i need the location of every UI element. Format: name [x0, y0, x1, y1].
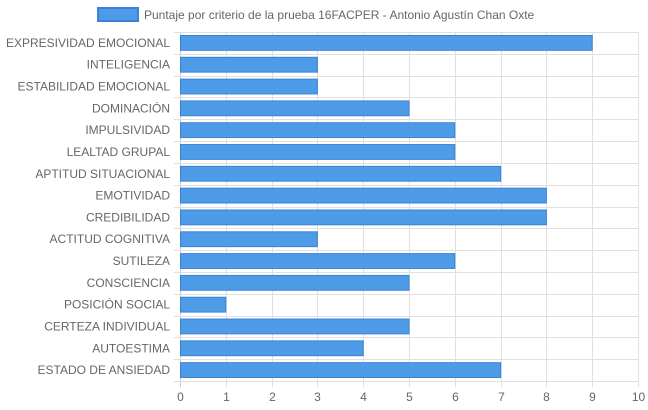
bar [180, 274, 410, 291]
bar [180, 296, 227, 313]
x-tick-label: 9 [589, 390, 596, 404]
bar [180, 187, 547, 204]
category-label: LEALTAD GRUPAL [67, 145, 171, 159]
category-label: ACTITUD COGNITIVA [50, 232, 170, 246]
bar [180, 144, 456, 160]
category-label: ESTADO DE ANSIEDAD [38, 363, 171, 377]
x-tick-label: 8 [543, 390, 550, 404]
category-labels: EXPRESIVIDAD EMOCIONAL INTELIGENCIA ESTABI… [6, 36, 170, 377]
category-label: INTELIGENCIA [87, 58, 170, 72]
category-label: EMOTIVIDAD [95, 189, 170, 203]
bar [180, 100, 410, 117]
x-tick-label: 2 [269, 390, 276, 404]
x-tick-label: 10 [632, 390, 646, 404]
grid [174, 32, 639, 387]
bar [180, 340, 364, 357]
category-label: EXPRESIVIDAD EMOCIONAL [6, 36, 170, 50]
category-label: CREDIBILIDAD [86, 210, 170, 224]
bar [180, 231, 318, 248]
category-label: POSICIÓN SOCIAL [64, 297, 170, 312]
category-label: DOMINACIÓN [92, 100, 170, 115]
x-tick-label: 1 [223, 390, 230, 404]
legend-label: Puntaje por criterio de la prueba 16FACP… [144, 8, 535, 22]
category-label: CONSCIENCIA [87, 276, 170, 290]
x-tick-label: 7 [498, 390, 505, 404]
bar [180, 34, 593, 51]
category-label: CERTEZA INDIVIDUAL [44, 319, 170, 333]
bar [180, 318, 410, 335]
category-label: ESTABILIDAD EMOCIONAL [18, 80, 171, 94]
bar [180, 78, 318, 95]
x-tick-label: 3 [314, 390, 321, 404]
category-label: SUTILEZA [113, 254, 170, 268]
x-axis-ticks: 0 1 2 3 4 5 6 7 8 9 10 [177, 390, 645, 404]
x-tick-label: 6 [452, 390, 459, 404]
category-label: AUTOESTIMA [92, 341, 170, 355]
category-label: IMPULSIVIDAD [85, 123, 170, 137]
bar [180, 165, 502, 182]
legend[interactable]: Puntaje por criterio de la prueba 16FACP… [97, 7, 535, 22]
x-tick-label: 0 [177, 390, 184, 404]
bar [180, 253, 456, 269]
bar [180, 122, 456, 139]
x-tick-label: 4 [360, 390, 367, 404]
category-label: APTITUD SITUACIONAL [35, 167, 170, 181]
bar [180, 362, 502, 379]
x-tick-label: 5 [406, 390, 413, 404]
bar [180, 209, 547, 226]
bars [180, 34, 593, 379]
bar [180, 56, 318, 73]
legend-swatch [97, 7, 139, 22]
